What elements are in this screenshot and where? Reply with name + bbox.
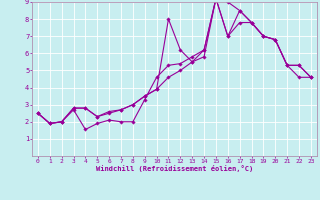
X-axis label: Windchill (Refroidissement éolien,°C): Windchill (Refroidissement éolien,°C)	[96, 165, 253, 172]
